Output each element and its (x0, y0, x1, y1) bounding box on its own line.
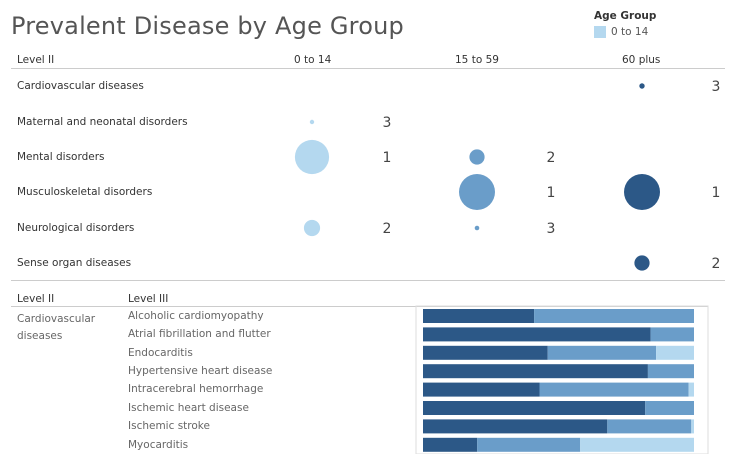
bar-segment[interactable] (547, 345, 657, 360)
bar-segment[interactable] (534, 309, 694, 323)
bar-segment[interactable] (539, 382, 689, 397)
legend-item[interactable]: 0 to 14 (594, 26, 656, 38)
section-divider (11, 280, 725, 281)
rank-label: 3 (547, 221, 556, 237)
bar-segment[interactable] (423, 327, 651, 342)
bar-segment[interactable] (423, 345, 548, 360)
bar-segment[interactable] (477, 437, 581, 452)
rank-label: 3 (712, 79, 721, 95)
rank-label: 1 (712, 185, 721, 201)
rank-label: 1 (547, 185, 556, 201)
level3-label: Myocarditis (128, 439, 189, 451)
rank-label: 2 (712, 256, 721, 272)
legend-title: Age Group (594, 10, 657, 22)
bottom-header-divider (11, 306, 708, 307)
bar-segment[interactable] (656, 345, 694, 360)
category-label: Cardiovascular diseases (17, 313, 96, 342)
header-age-0-14: 0 to 14 (294, 54, 332, 66)
level3-label: Ischemic stroke (128, 420, 210, 432)
page-title: Prevalent Disease by Age Group (11, 12, 404, 40)
bar-segment[interactable] (423, 437, 478, 452)
row-label-neurological: Neurological disorders (17, 222, 135, 234)
bar-segment[interactable] (691, 419, 694, 434)
bar-segment[interactable] (423, 401, 646, 415)
level3-label: Atrial fibrillation and flutter (128, 328, 271, 340)
rank-label: 2 (383, 221, 392, 237)
bar-segment[interactable] (580, 437, 694, 452)
bar-segment[interactable] (423, 382, 540, 397)
bar-segment[interactable] (607, 419, 692, 434)
bar-segment[interactable] (423, 364, 648, 379)
bar-segment[interactable] (645, 401, 694, 415)
bar-segment[interactable] (688, 382, 694, 397)
header-age-15-59: 15 to 59 (455, 54, 499, 66)
rank-label: 1 (383, 150, 392, 166)
bar-panel-frame (415, 305, 709, 454)
level3-label: Hypertensive heart disease (128, 365, 273, 377)
bubble-chart: 3 3 1 2 1 1 2 3 2 (294, 79, 721, 272)
legend: Age Group 0 to 14 (594, 10, 656, 38)
header-divider (11, 68, 725, 69)
header-level-iii: Level III (128, 293, 169, 305)
row-label-sense-organ: Sense organ diseases (17, 257, 132, 269)
bubble-mark[interactable] (624, 174, 660, 210)
header-age-60-plus: 60 plus (622, 54, 661, 66)
header-level-ii: Level II (17, 54, 55, 66)
header-level-ii-bottom: Level II (17, 293, 55, 305)
bubble-mark[interactable] (469, 149, 485, 165)
level3-label: Intracerebral hemorrhage (128, 383, 264, 395)
bubble-mark[interactable] (459, 174, 495, 210)
level3-label: Ischemic heart disease (128, 402, 249, 414)
bubble-mark[interactable] (303, 219, 321, 237)
row-label-musculoskeletal: Musculoskeletal disorders (17, 186, 153, 198)
bubble-mark[interactable] (634, 255, 650, 271)
row-label-cardiovascular: Cardiovascular diseases (17, 80, 144, 92)
bar-segment[interactable] (423, 419, 608, 434)
bar-segment[interactable] (423, 309, 535, 323)
row-label-mental: Mental disorders (17, 151, 105, 163)
legend-swatch (594, 26, 606, 38)
bubble-mark[interactable] (294, 139, 330, 175)
level3-label: Endocarditis (128, 347, 193, 359)
row-label-maternal: Maternal and neonatal disorders (17, 116, 188, 128)
bubble-mark[interactable] (474, 225, 480, 231)
bubble-mark[interactable] (639, 83, 645, 89)
rank-label: 3 (383, 115, 392, 131)
rank-label: 2 (547, 150, 556, 166)
level3-label: Alcoholic cardiomyopathy (128, 310, 264, 322)
bubble-mark[interactable] (309, 119, 315, 125)
bar-segment[interactable] (647, 364, 694, 379)
legend-item-label: 0 to 14 (611, 26, 649, 38)
bar-segment[interactable] (650, 327, 694, 342)
